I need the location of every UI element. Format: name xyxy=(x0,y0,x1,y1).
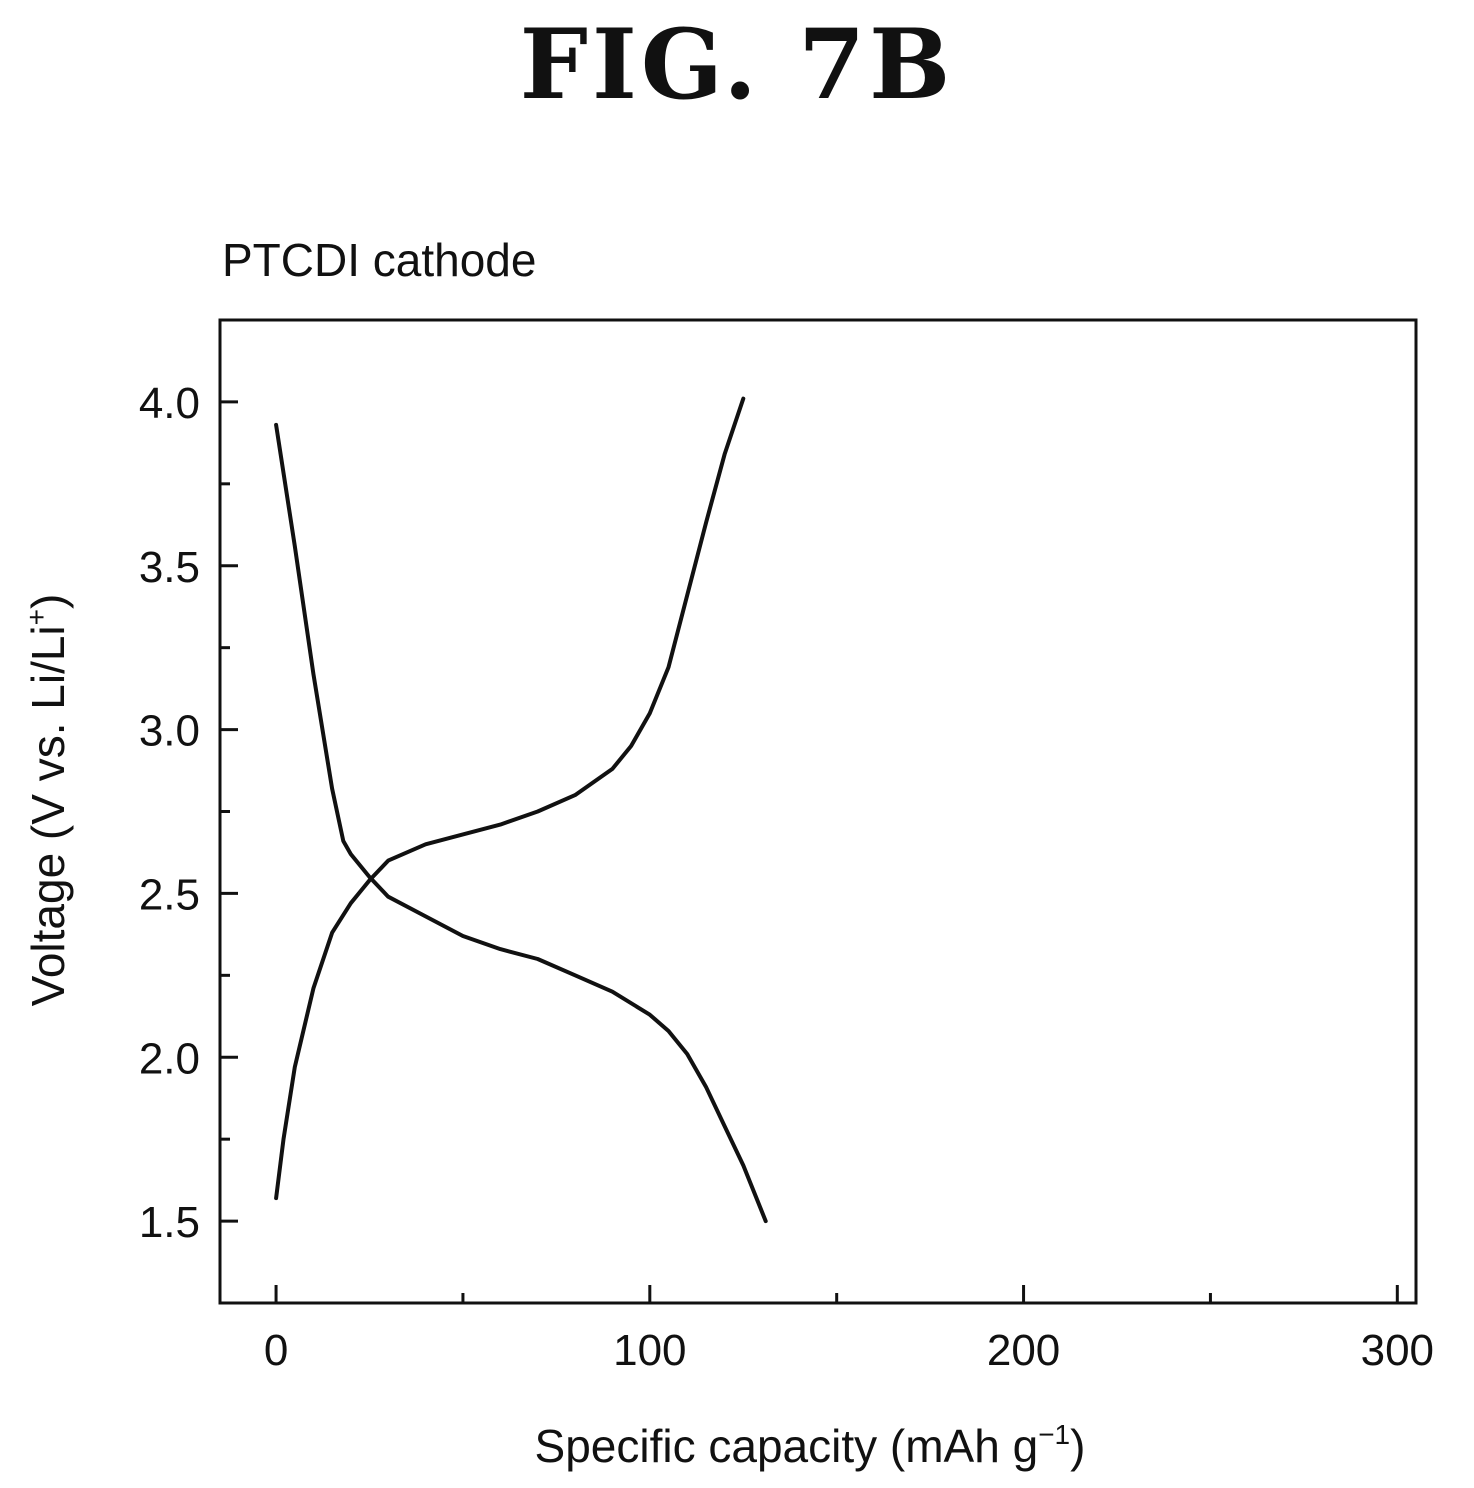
y-axis-title-superscript: + xyxy=(21,609,52,625)
y-axis-tick-labels: 1.5 2.0 2.5 3.0 3.5 4.0 xyxy=(139,379,200,1247)
plot-frame xyxy=(218,318,1418,1305)
x-tick-label: 100 xyxy=(613,1326,686,1375)
x-axis-tick-labels: 0 100 200 300 xyxy=(264,1326,1434,1375)
x-tick-label: 300 xyxy=(1361,1326,1434,1375)
y-tick-label: 1.5 xyxy=(139,1198,200,1247)
y-tick-label: 3.5 xyxy=(139,543,200,592)
y-axis-ticks xyxy=(220,400,238,1223)
y-axis-title-end: ) xyxy=(22,594,74,609)
chart-title: PTCDI cathode xyxy=(222,234,536,286)
x-axis-title-superscript: −1 xyxy=(1038,1419,1070,1450)
series-line-2 xyxy=(274,396,746,1201)
x-axis-title-end: ) xyxy=(1070,1420,1085,1472)
x-axis-title-main: Specific capacity (mAh g xyxy=(535,1420,1039,1472)
y-tick-label: 4.0 xyxy=(139,379,200,428)
y-axis-title-main: Voltage (V vs. Li/Li xyxy=(22,625,74,1006)
x-tick-label: 200 xyxy=(987,1326,1060,1375)
x-tick-label: 0 xyxy=(264,1326,288,1375)
y-tick-label: 2.5 xyxy=(139,870,200,919)
y-tick-label: 2.0 xyxy=(139,1034,200,1083)
series-lines xyxy=(274,396,768,1224)
x-axis-ticks xyxy=(274,1285,1399,1303)
x-axis-title: Specific capacity (mAh g−1) xyxy=(535,1419,1086,1472)
series-line-1 xyxy=(274,422,768,1224)
y-tick-label: 3.0 xyxy=(139,707,200,756)
y-axis-title: Voltage (V vs. Li/Li+) xyxy=(21,594,74,1007)
figure-label: FIG. 7B xyxy=(519,8,955,121)
